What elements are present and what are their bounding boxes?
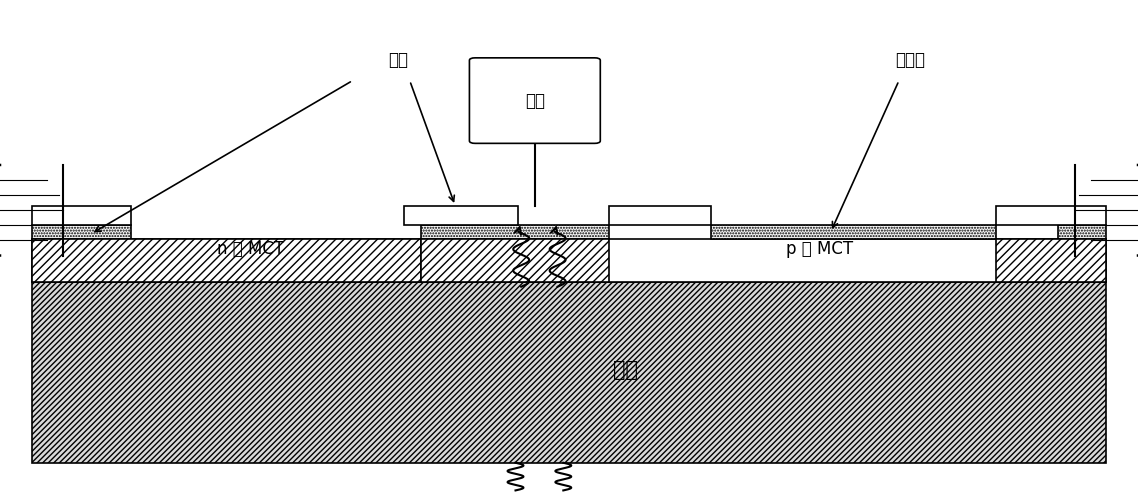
Text: 钒化层: 钒化层 — [896, 51, 925, 69]
Text: p 型 MCT: p 型 MCT — [786, 240, 852, 258]
Bar — [609, 206, 711, 225]
FancyBboxPatch shape — [469, 58, 601, 143]
Bar — [421, 239, 609, 282]
Text: 衬底: 衬底 — [613, 360, 638, 380]
Bar — [996, 206, 1106, 225]
Bar — [32, 206, 131, 225]
Bar — [32, 239, 421, 282]
Bar — [32, 282, 1106, 463]
Bar — [32, 239, 1106, 282]
Text: n 型 MCT: n 型 MCT — [217, 240, 283, 258]
Bar — [404, 206, 518, 225]
Bar — [32, 225, 131, 239]
Bar — [421, 225, 609, 239]
Text: 钓杆: 钓杆 — [525, 92, 545, 110]
Text: 电极: 电极 — [388, 51, 409, 69]
Bar — [711, 225, 996, 239]
Bar — [996, 239, 1106, 282]
Bar — [1058, 225, 1106, 239]
